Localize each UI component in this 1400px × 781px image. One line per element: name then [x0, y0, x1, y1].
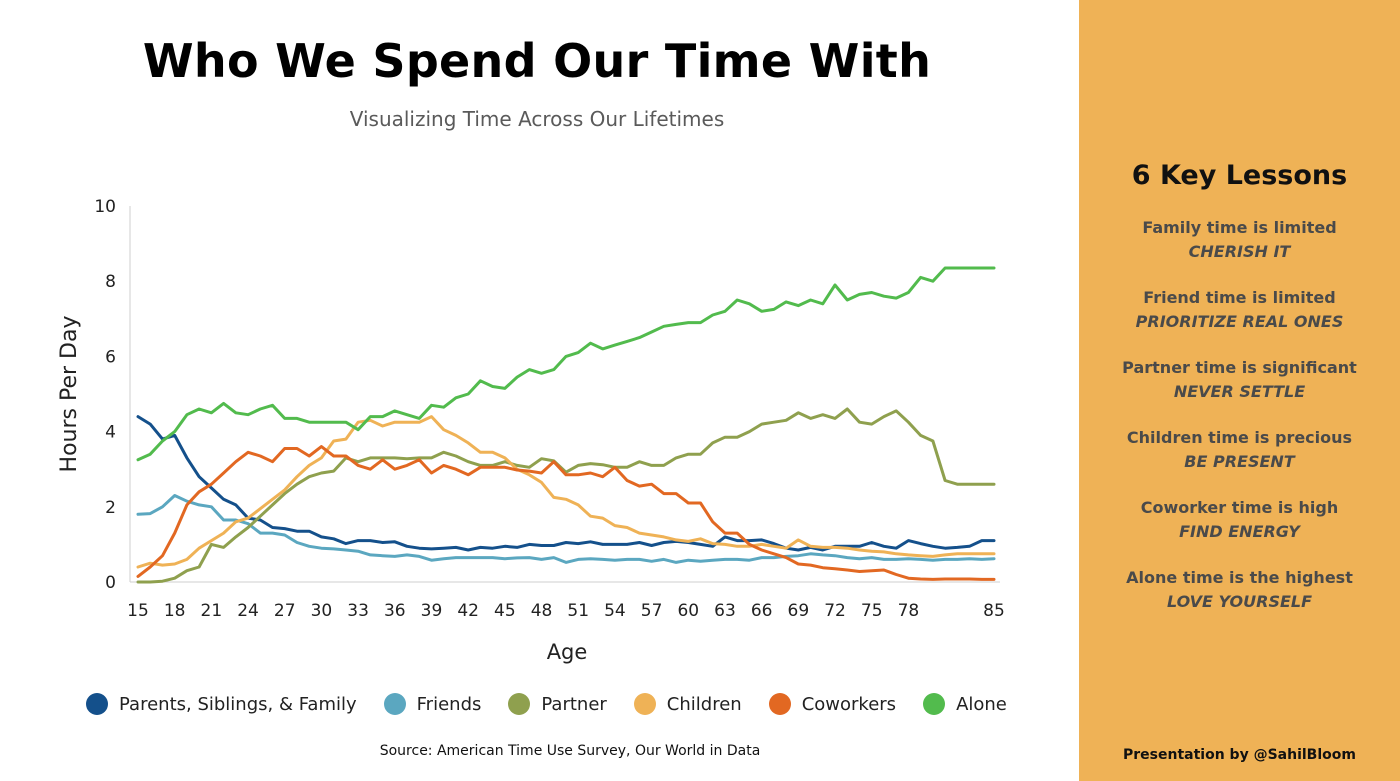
lesson-tagline: NEVER SETTLE	[1173, 382, 1306, 401]
lesson-heading: Family time is limited	[1142, 218, 1337, 237]
legend-item: Alone	[923, 693, 1007, 715]
lesson-coworkers: Coworker time is high FIND ENERGY	[1079, 496, 1400, 544]
x-tick-label: 18	[164, 601, 186, 621]
legend-swatch	[86, 693, 108, 715]
legend-item: Coworkers	[768, 693, 897, 715]
legend-swatch	[383, 693, 406, 715]
x-tick-label: 48	[531, 601, 553, 621]
lesson-alone: Alone time is the highest LOVE YOURSELF	[1079, 566, 1400, 614]
x-tick-label: 66	[751, 601, 773, 621]
legend-swatch	[923, 693, 946, 715]
x-tick-label: 45	[494, 601, 516, 621]
series-line-partner	[136, 407, 996, 584]
presentation-credit: Presentation by @SahilBloom	[1123, 747, 1356, 763]
lesson-heading: Friend time is limited	[1143, 288, 1336, 307]
legend-item: Parents, Siblings, & Family	[86, 693, 357, 715]
series-line-children	[136, 415, 996, 569]
x-tick-label: 30	[311, 601, 333, 621]
legend-label: Children	[666, 693, 742, 715]
lesson-heading: Coworker time is high	[1140, 498, 1339, 517]
page-subtitle: Visualizing Time Across Our Lifetimes	[349, 107, 725, 131]
x-tick-label: 54	[604, 601, 626, 621]
page-title: Who We Spend Our Time With	[142, 34, 932, 88]
x-tick-label: 69	[788, 601, 810, 621]
lesson-tagline: CHERISH IT	[1188, 242, 1291, 261]
x-tick-label: 72	[824, 601, 846, 621]
y-tick-label: 8	[105, 272, 116, 292]
legend-label: Partner	[541, 693, 607, 715]
x-tick-label: 33	[347, 601, 369, 621]
lesson-friends: Friend time is limited PRIORITIZE REAL O…	[1079, 286, 1400, 334]
legend-item: Friends	[383, 693, 482, 715]
x-tick-label: 60	[677, 601, 699, 621]
y-axis-label: Hours Per Day	[57, 316, 82, 473]
chart-legend: Parents, Siblings, & Family Friends Partne…	[86, 690, 1034, 718]
y-tick-label: 4	[105, 423, 116, 443]
legend-swatch	[633, 693, 656, 715]
series-line-friends	[136, 494, 996, 564]
lessons-title: 6 Key Lessons	[1131, 160, 1348, 191]
lesson-heading: Partner time is significant	[1122, 358, 1357, 377]
series-line-alone	[136, 266, 996, 462]
lessons-sidebar: 6 Key Lessons Family time is limited CHE…	[1079, 0, 1400, 781]
legend-item: Partner	[508, 693, 607, 715]
legend-label: Alone	[956, 693, 1007, 715]
main-panel: Who We Spend Our Time With Visualizing T…	[57, 34, 1034, 759]
legend-label: Friends	[416, 693, 482, 715]
x-tick-label: 75	[861, 601, 883, 621]
series-line-coworkers	[136, 445, 996, 581]
x-tick-label: 39	[421, 601, 443, 621]
lesson-tagline: PRIORITIZE REAL ONES	[1135, 312, 1344, 331]
series-line-parents-siblings-family	[136, 415, 996, 552]
legend-swatch	[768, 693, 791, 715]
lesson-tagline: FIND ENERGY	[1179, 522, 1300, 541]
chart-series-group	[136, 266, 996, 584]
lesson-heading: Children time is precious	[1126, 428, 1353, 447]
y-tick-label: 0	[105, 573, 116, 593]
legend-swatch	[508, 693, 531, 715]
lesson-partner: Partner time is significant NEVER SETTLE	[1079, 356, 1400, 404]
legend-label: Parents, Siblings, & Family	[119, 693, 357, 715]
x-tick-label: 24	[237, 601, 259, 621]
x-tick-label: 42	[457, 601, 479, 621]
x-tick-label: 21	[201, 601, 223, 621]
y-tick-label: 2	[105, 498, 116, 518]
x-tick-label: 27	[274, 601, 296, 621]
x-tick-label: 15	[127, 601, 149, 621]
lesson-tagline: BE PRESENT	[1184, 452, 1295, 471]
lesson-family: Family time is limited CHERISH IT	[1079, 216, 1400, 264]
lesson-heading: Alone time is the highest	[1126, 568, 1353, 587]
y-tick-label: 10	[94, 197, 116, 217]
source-note: Source: American Time Use Survey, Our Wo…	[379, 743, 761, 759]
x-tick-label: 51	[567, 601, 589, 621]
x-tick-label: 78	[898, 601, 920, 621]
x-tick-label: 57	[641, 601, 663, 621]
x-axis-label: Age	[547, 640, 588, 664]
legend-item: Children	[633, 693, 742, 715]
x-tick-label: 85	[983, 601, 1005, 621]
lesson-children: Children time is precious BE PRESENT	[1079, 426, 1400, 474]
legend-label: Coworkers	[801, 693, 897, 715]
x-tick-label: 63	[714, 601, 736, 621]
y-tick-label: 6	[105, 347, 116, 367]
lesson-tagline: LOVE YOURSELF	[1166, 592, 1313, 611]
x-tick-label: 36	[384, 601, 406, 621]
